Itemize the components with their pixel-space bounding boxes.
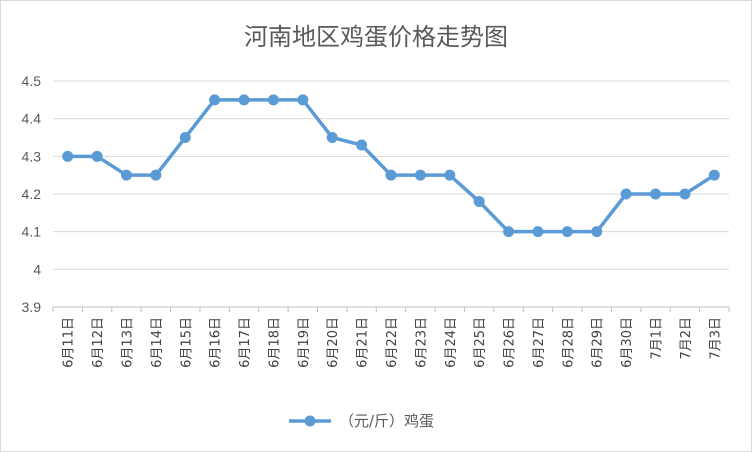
data-point xyxy=(532,226,544,238)
x-tick-label: 6月14日 xyxy=(150,317,165,368)
data-point xyxy=(708,169,720,181)
data-point xyxy=(503,226,515,238)
x-tick-label: 6月26日 xyxy=(503,317,518,368)
x-tick-label: 7月2日 xyxy=(679,317,694,360)
data-point xyxy=(414,169,426,181)
data-point xyxy=(444,169,456,181)
data-point xyxy=(679,188,691,200)
data-point xyxy=(209,94,221,106)
x-axis-ticks: 6月11日 6月12日 6月13日 6月14日 6月15日 6月16日 6月17日 6月18日… xyxy=(52,307,730,368)
legend: （元/斤）鸡蛋 xyxy=(289,412,434,430)
y-tick-label: 4 xyxy=(33,261,41,277)
legend-marker xyxy=(304,415,316,427)
data-point xyxy=(620,188,632,200)
x-tick-label: 6月21日 xyxy=(356,317,371,368)
x-tick-label: 6月28日 xyxy=(561,317,576,368)
x-tick-label: 6月25日 xyxy=(473,317,488,368)
x-tick-label: 6月17日 xyxy=(238,317,253,368)
data-point xyxy=(150,169,162,181)
x-tick-label: 6月15日 xyxy=(179,317,194,368)
series-layer xyxy=(62,94,720,238)
data-point xyxy=(326,132,338,143)
x-tick-label: 7月3日 xyxy=(708,317,723,360)
y-tick-label: 4.1 xyxy=(22,224,42,240)
data-point xyxy=(356,139,368,151)
y-tick-label: 3.9 xyxy=(22,299,42,315)
data-point xyxy=(473,196,485,208)
data-point xyxy=(267,94,279,106)
x-tick-label: 6月19日 xyxy=(297,317,312,368)
x-tick-label: 6月18日 xyxy=(267,317,282,368)
data-point xyxy=(297,94,309,106)
x-tick-label: 6月30日 xyxy=(620,317,635,368)
chart-title: 河南地区鸡蛋价格走势图 xyxy=(244,23,508,51)
gridlines xyxy=(53,80,729,308)
data-point xyxy=(179,132,191,143)
x-tick-label: 6月29日 xyxy=(591,317,606,368)
data-point xyxy=(120,169,132,181)
x-tick-label: 6月20日 xyxy=(326,317,341,368)
y-tick-label: 4.3 xyxy=(22,148,42,164)
x-tick-label: 6月12日 xyxy=(91,317,106,368)
y-tick-label: 4.4 xyxy=(22,111,42,127)
x-tick-label: 6月23日 xyxy=(414,317,429,368)
data-point xyxy=(650,188,662,200)
x-tick-label: 7月1日 xyxy=(650,317,665,360)
y-axis-ticks: 3.9 4 4.1 4.2 4.3 4.4 4.5 xyxy=(22,73,42,315)
x-tick-label: 6月13日 xyxy=(120,317,135,368)
x-tick-label: 6月22日 xyxy=(385,317,400,368)
y-tick-label: 4.2 xyxy=(22,186,42,202)
data-point xyxy=(91,150,103,162)
data-point xyxy=(238,94,250,106)
data-point xyxy=(62,150,74,162)
legend-label: （元/斤）鸡蛋 xyxy=(339,412,434,430)
x-tick-label: 6月11日 xyxy=(62,317,77,368)
data-point xyxy=(385,169,397,181)
x-tick-label: 6月16日 xyxy=(209,317,224,368)
data-point xyxy=(561,226,573,238)
data-point xyxy=(591,226,603,238)
x-tick-label: 6月27日 xyxy=(532,317,547,368)
x-tick-label: 6月24日 xyxy=(444,317,459,368)
y-tick-label: 4.5 xyxy=(22,73,42,89)
series-line xyxy=(65,98,717,234)
